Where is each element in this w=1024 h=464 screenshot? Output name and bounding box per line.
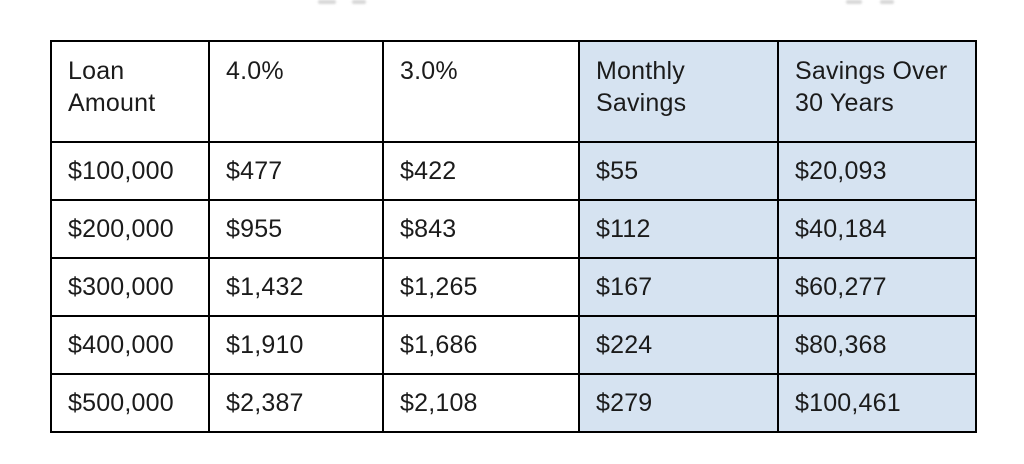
cell-payment-4-percent: $477 [208, 141, 384, 201]
cell-loan-amount: $400,000 [50, 315, 210, 375]
cropped-text-artifact [880, 0, 894, 4]
table-row: $500,000 $2,387 $2,108 $279 $100,461 [50, 373, 977, 433]
cell-monthly-savings: $112 [578, 199, 779, 259]
cell-savings-30-years: $40,184 [777, 199, 977, 259]
table-row: $200,000 $955 $843 $112 $40,184 [50, 199, 977, 259]
mortgage-savings-table: Loan Amount 4.0% 3.0% Monthly Savings Sa… [50, 40, 977, 433]
cell-loan-amount: $200,000 [50, 199, 210, 259]
cell-payment-3-percent: $422 [382, 141, 580, 201]
cell-payment-4-percent: $1,910 [208, 315, 384, 375]
cell-loan-amount: $500,000 [50, 373, 210, 433]
header-loan-amount: Loan Amount [50, 40, 210, 143]
header-rate-4-percent: 4.0% [208, 40, 384, 143]
cell-payment-3-percent: $843 [382, 199, 580, 259]
cell-payment-4-percent: $1,432 [208, 257, 384, 317]
cropped-text-artifact [352, 0, 366, 4]
cell-monthly-savings: $55 [578, 141, 779, 201]
header-savings-over-30-years: Savings Over 30 Years [777, 40, 977, 143]
cell-payment-3-percent: $1,265 [382, 257, 580, 317]
table-row: $300,000 $1,432 $1,265 $167 $60,277 [50, 257, 977, 317]
cell-monthly-savings: $224 [578, 315, 779, 375]
header-row: Loan Amount 4.0% 3.0% Monthly Savings Sa… [50, 40, 977, 143]
header-rate-3-percent: 3.0% [382, 40, 580, 143]
cell-savings-30-years: $60,277 [777, 257, 977, 317]
table-row: $400,000 $1,910 $1,686 $224 $80,368 [50, 315, 977, 375]
cell-savings-30-years: $100,461 [777, 373, 977, 433]
cell-payment-3-percent: $2,108 [382, 373, 580, 433]
cell-savings-30-years: $80,368 [777, 315, 977, 375]
cell-payment-3-percent: $1,686 [382, 315, 580, 375]
header-monthly-savings: Monthly Savings [578, 40, 779, 143]
table-row: $100,000 $477 $422 $55 $20,093 [50, 141, 977, 201]
cell-loan-amount: $300,000 [50, 257, 210, 317]
cell-savings-30-years: $20,093 [777, 141, 977, 201]
cropped-text-artifact [318, 0, 336, 4]
cell-payment-4-percent: $2,387 [208, 373, 384, 433]
cell-monthly-savings: $279 [578, 373, 779, 433]
cell-payment-4-percent: $955 [208, 199, 384, 259]
cell-monthly-savings: $167 [578, 257, 779, 317]
cell-loan-amount: $100,000 [50, 141, 210, 201]
cropped-text-artifact [846, 0, 862, 4]
